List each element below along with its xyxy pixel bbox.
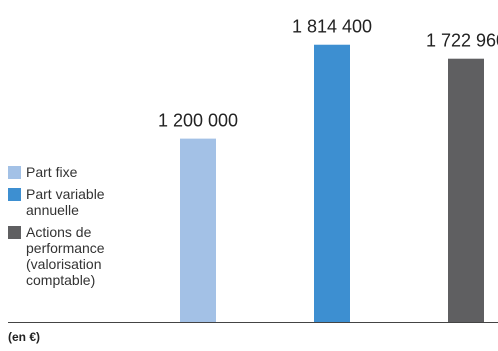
value-label-2: 1 814 400 bbox=[292, 17, 372, 37]
bar-3 bbox=[448, 58, 484, 322]
bar-1 bbox=[180, 138, 216, 322]
legend-item-part-fixe: Part fixe bbox=[8, 164, 158, 180]
legend-label-part-fixe: Part fixe bbox=[26, 164, 78, 180]
legend-swatch-part-fixe bbox=[8, 166, 21, 179]
legend-swatch-part-variable bbox=[8, 188, 21, 201]
legend-label-part-variable: Part variable annuelle bbox=[26, 186, 105, 218]
legend-swatch-actions-performance bbox=[8, 226, 21, 239]
legend-item-actions-performance: Actions de performance (valorisation com… bbox=[8, 224, 158, 288]
legend-label-actions-performance: Actions de performance (valorisation com… bbox=[26, 224, 105, 288]
chart-legend: Part fixe Part variable annuelle Actions… bbox=[8, 164, 158, 294]
bar-2 bbox=[314, 44, 350, 322]
value-label-3: 1 722 960 bbox=[426, 31, 498, 51]
legend-item-part-variable: Part variable annuelle bbox=[8, 186, 158, 218]
value-label-1: 1 200 000 bbox=[158, 111, 238, 131]
unit-label: (en €) bbox=[8, 330, 41, 344]
